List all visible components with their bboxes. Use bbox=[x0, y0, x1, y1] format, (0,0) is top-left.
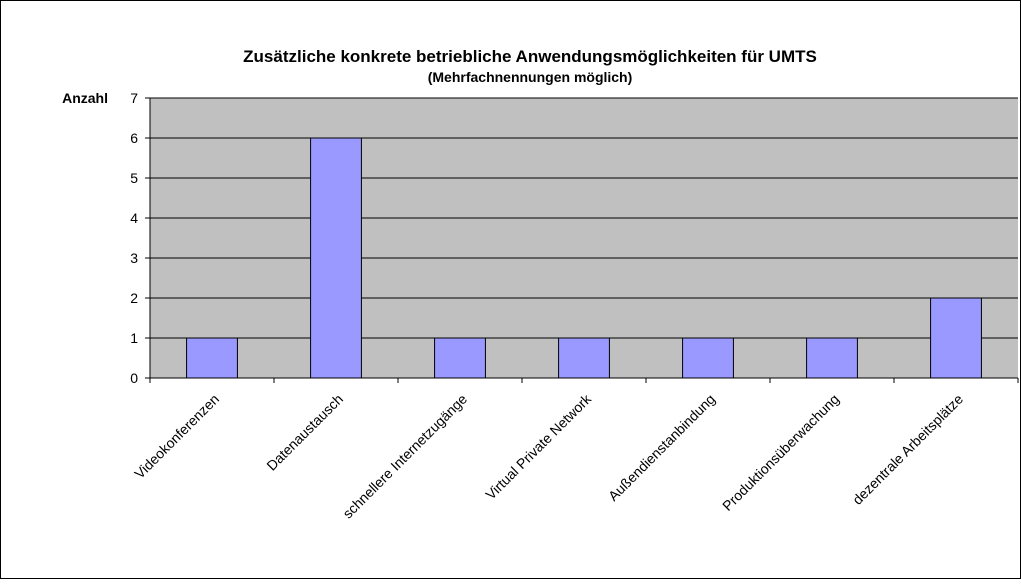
y-tick-label: 4 bbox=[130, 210, 138, 226]
bar bbox=[310, 137, 362, 379]
y-tick-label: 5 bbox=[130, 170, 138, 186]
y-tick-label: 6 bbox=[130, 130, 138, 146]
y-tick-label: 2 bbox=[130, 290, 138, 306]
bar bbox=[558, 337, 610, 379]
y-tick-label: 1 bbox=[130, 330, 138, 346]
bar bbox=[682, 337, 734, 379]
chart-subtitle: (Mehrfachnennungen möglich) bbox=[428, 69, 633, 85]
plot-area bbox=[150, 98, 1018, 378]
y-tick-label: 3 bbox=[130, 250, 138, 266]
bar bbox=[806, 337, 858, 379]
y-tick-label: 0 bbox=[130, 370, 138, 386]
y-axis-label: Anzahl bbox=[62, 90, 108, 106]
y-tick-label: 7 bbox=[130, 90, 138, 106]
bar bbox=[434, 337, 486, 379]
bar bbox=[930, 297, 982, 379]
chart-title: Zusätzliche konkrete betriebliche Anwend… bbox=[243, 47, 817, 66]
bar bbox=[186, 337, 238, 379]
